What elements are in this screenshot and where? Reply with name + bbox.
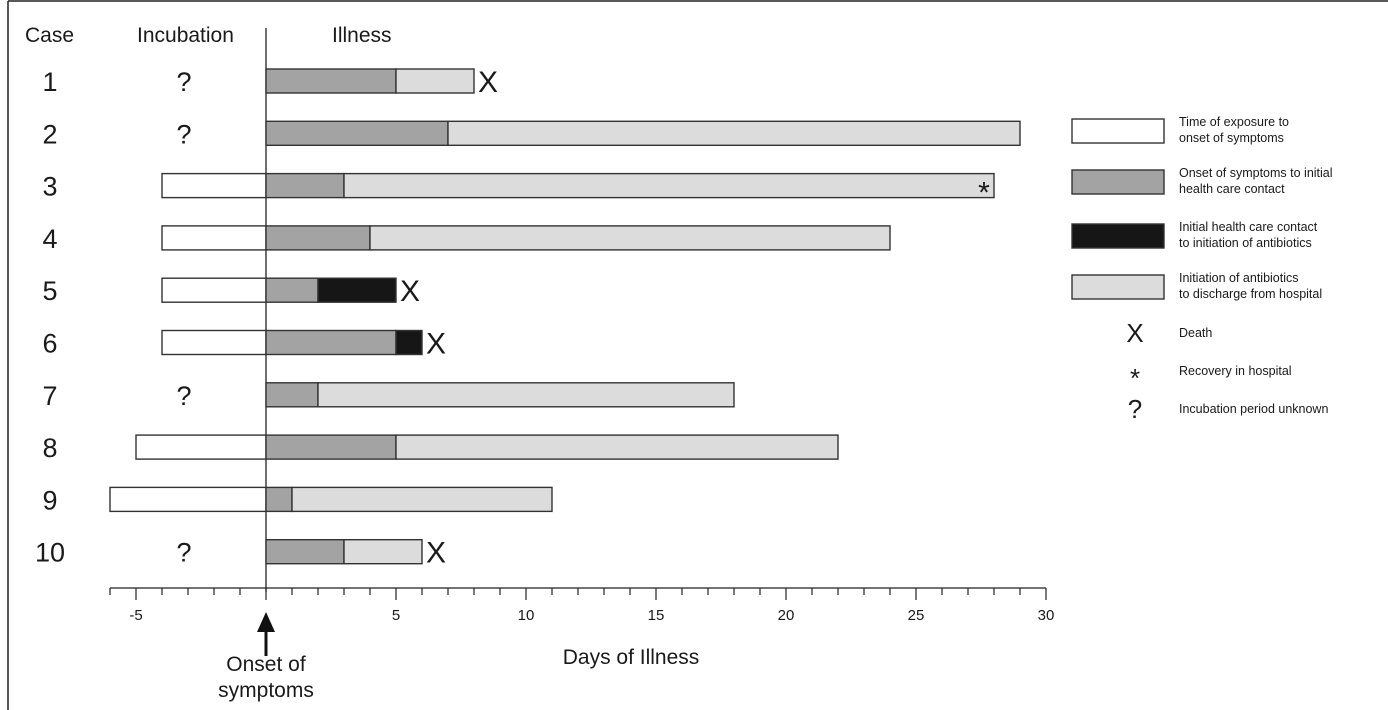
legend-swatch-discharge bbox=[1071, 274, 1165, 300]
legend-item-care: Onset of symptoms to initial health care … bbox=[1071, 166, 1333, 196]
death-marker-case-5: X bbox=[400, 275, 420, 308]
case-label-2: 2 bbox=[42, 119, 57, 149]
x-tick-label: 15 bbox=[648, 607, 665, 624]
legend-label-unknown: Incubation period unknown bbox=[1179, 402, 1328, 416]
bar-discharge-case-1 bbox=[395, 68, 475, 94]
case-row-7: 7? bbox=[42, 381, 735, 411]
legend-swatch-exposure bbox=[1071, 118, 1165, 144]
bar-discharge-case-8 bbox=[395, 434, 839, 460]
x-tick-label: 10 bbox=[518, 607, 535, 624]
bar-exposure-case-4 bbox=[161, 225, 267, 251]
legend-label-discharge: to discharge from hospital bbox=[1179, 287, 1322, 301]
header-case: Case bbox=[25, 24, 74, 47]
case-label-3: 3 bbox=[42, 172, 57, 202]
bar-care-case-2 bbox=[265, 120, 449, 147]
bar-care-case-5 bbox=[265, 277, 319, 303]
bar-care-case-7 bbox=[265, 382, 319, 408]
bar-care-case-9 bbox=[265, 486, 293, 513]
bar-exposure-case-9 bbox=[109, 486, 267, 513]
x-tick-label: -5 bbox=[129, 607, 142, 624]
header-illness: Illness bbox=[332, 24, 392, 47]
bar-care-case-3 bbox=[265, 172, 345, 199]
legend-label-exposure: Time of exposure to bbox=[1179, 115, 1289, 129]
legend: Time of exposure to onset of symptoms Onse… bbox=[1071, 115, 1333, 424]
case-label-8: 8 bbox=[42, 433, 57, 463]
bar-discharge-case-2 bbox=[447, 120, 1021, 147]
bar-exposure-case-6 bbox=[161, 329, 267, 356]
bar-discharge-case-7 bbox=[317, 382, 735, 408]
case-label-4: 4 bbox=[42, 224, 57, 254]
legend-label-care: health care contact bbox=[1179, 182, 1285, 196]
legend-symbol-unknown: ? bbox=[1128, 394, 1142, 424]
legend-swatch-antibiotics bbox=[1071, 223, 1165, 249]
x-tick-label: 30 bbox=[1038, 607, 1055, 624]
legend-item-death: X Death bbox=[1126, 318, 1212, 348]
case-row-8: 8 bbox=[42, 433, 839, 463]
legend-label-discharge: Initiation of antibiotics bbox=[1179, 271, 1299, 285]
case-row-4: 4 bbox=[42, 224, 891, 254]
x-axis: -5 5 10 15 20 25 30 bbox=[109, 587, 1055, 624]
legend-item-discharge: Initiation of antibiotics to discharge fr… bbox=[1071, 271, 1322, 301]
legend-symbol-death: X bbox=[1126, 318, 1143, 348]
case-row-2: 2? bbox=[42, 119, 1021, 149]
legend-symbol-recovery: * bbox=[1130, 363, 1140, 393]
death-marker-case-1: X bbox=[478, 66, 498, 99]
x-tick-label: 20 bbox=[778, 607, 795, 624]
legend-item-recovery: * Recovery in hospital bbox=[1130, 363, 1292, 393]
legend-label-exposure: onset of symptoms bbox=[1179, 131, 1284, 145]
onset-arrow-icon bbox=[257, 612, 275, 656]
recovery-marker-case-3: * bbox=[978, 177, 990, 210]
legend-item-antibiotics: Initial health care contact to initiation… bbox=[1071, 220, 1318, 250]
bar-care-case-8 bbox=[265, 434, 397, 460]
case-row-3: 3 * bbox=[42, 172, 995, 210]
onset-label-line1: Onset of bbox=[226, 653, 306, 676]
bar-discharge-case-10 bbox=[343, 539, 423, 565]
legend-label-antibiotics: Initial health care contact bbox=[1179, 220, 1318, 234]
bar-care-case-6 bbox=[265, 329, 397, 356]
bar-discharge-case-4 bbox=[369, 225, 891, 251]
legend-label-antibiotics: to initiation of antibiotics bbox=[1179, 236, 1312, 250]
bar-exposure-case-3 bbox=[161, 172, 267, 199]
unknown-incubation-case-1: ? bbox=[176, 67, 191, 97]
bar-discharge-case-9 bbox=[291, 486, 553, 513]
bar-care-case-4 bbox=[265, 225, 371, 251]
case-row-1: 1? X bbox=[42, 66, 498, 99]
x-axis-title: Days of Illness bbox=[563, 646, 700, 669]
unknown-incubation-case-7: ? bbox=[176, 381, 191, 411]
bar-care-case-1 bbox=[265, 68, 397, 94]
case-label-1: 1 bbox=[42, 67, 57, 97]
legend-item-exposure: Time of exposure to onset of symptoms bbox=[1071, 115, 1289, 145]
legend-swatch-care bbox=[1071, 169, 1165, 195]
x-tick-label: 5 bbox=[392, 607, 400, 624]
case-row-10: 10? X bbox=[35, 537, 446, 570]
onset-label-line2: symptoms bbox=[218, 679, 314, 702]
bar-antibiotics-case-5 bbox=[317, 277, 397, 303]
unknown-incubation-case-10: ? bbox=[176, 538, 191, 568]
bar-care-case-10 bbox=[265, 539, 345, 565]
death-marker-case-10: X bbox=[426, 537, 446, 570]
death-marker-case-6: X bbox=[426, 328, 446, 361]
case-row-9: 9 bbox=[42, 485, 553, 515]
case-label-7: 7 bbox=[42, 381, 57, 411]
case-label-6: 6 bbox=[42, 329, 57, 359]
legend-label-care: Onset of symptoms to initial bbox=[1179, 166, 1333, 180]
legend-item-unknown: ? Incubation period unknown bbox=[1128, 394, 1329, 424]
legend-label-recovery: Recovery in hospital bbox=[1179, 364, 1292, 378]
case-label-10: 10 bbox=[35, 538, 65, 568]
bar-exposure-case-5 bbox=[161, 277, 267, 303]
case-label-5: 5 bbox=[42, 276, 57, 306]
header-incubation: Incubation bbox=[137, 24, 234, 47]
bar-discharge-case-3 bbox=[343, 172, 995, 199]
unknown-incubation-case-2: ? bbox=[176, 119, 191, 149]
legend-label-death: Death bbox=[1179, 326, 1212, 340]
bar-exposure-case-8 bbox=[135, 434, 267, 460]
x-tick-label: 25 bbox=[908, 607, 925, 624]
bar-antibiotics-case-6 bbox=[395, 329, 423, 356]
case-label-9: 9 bbox=[42, 485, 57, 515]
